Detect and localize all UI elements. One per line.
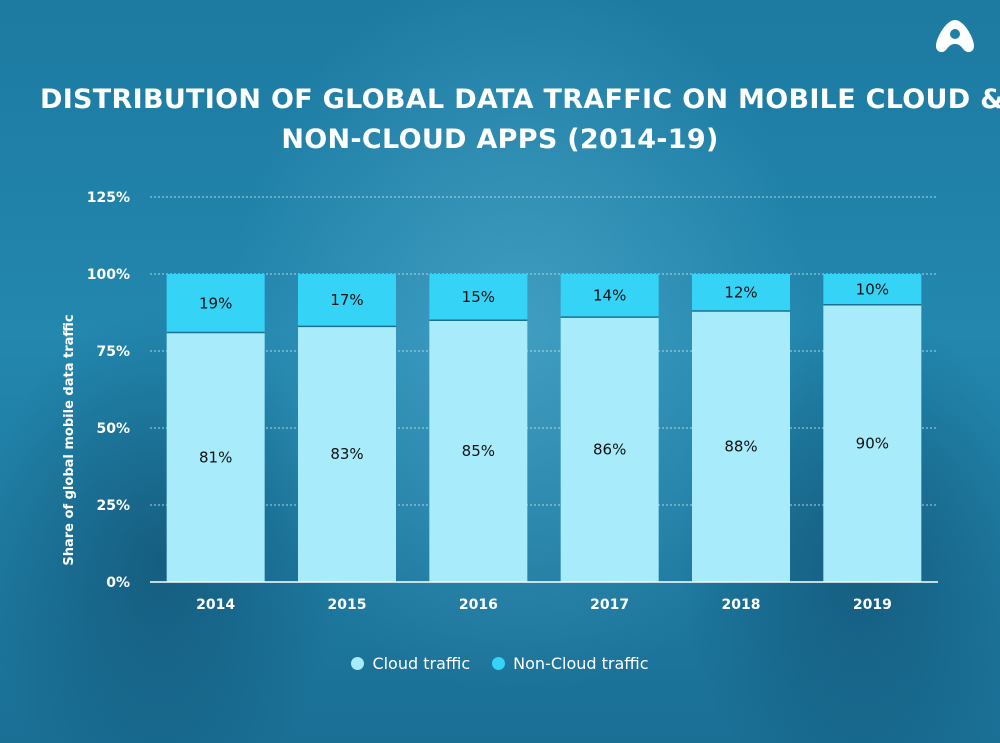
chart-title-line-1: DISTRIBUTION OF GLOBAL DATA TRAFFIC ON M… (40, 84, 1000, 115)
bar-cloud (298, 326, 396, 582)
data-label-noncloud: 17% (330, 291, 363, 309)
chart-title-line-2: NON-CLOUD APPS (2014-19) (281, 124, 719, 155)
y-tick-label: 0% (106, 575, 130, 591)
y-tick-label: 125% (87, 190, 130, 206)
bar-noncloud (560, 274, 659, 318)
grid-lines (150, 196, 938, 506)
y-tick-label: 25% (96, 498, 130, 514)
bar-cloud (823, 304, 922, 582)
data-label-noncloud: 14% (593, 287, 626, 305)
bar-cloud (692, 310, 790, 582)
y-tick-label: 50% (96, 421, 130, 437)
bar-cloud (166, 332, 265, 582)
data-labels: 81% 19% 83% 17% 85% 15% 86% 14% 88% 12% 90% 10% (199, 280, 889, 466)
data-label-cloud: 86% (593, 441, 626, 459)
x-tick-label: 2019 (853, 597, 892, 613)
legend-item-cloud: Cloud traffic (351, 654, 470, 673)
y-axis-label: Share of global mobile data traffic (62, 314, 77, 565)
bar-noncloud (823, 274, 922, 305)
x-tick-label: 2016 (459, 597, 498, 613)
x-tick-label: 2014 (196, 597, 235, 613)
bar-noncloud (166, 274, 265, 333)
brand-logo-icon (936, 20, 974, 53)
data-label-noncloud: 15% (462, 288, 495, 306)
legend-label-noncloud: Non-Cloud traffic (513, 654, 649, 673)
data-label-cloud: 85% (462, 442, 495, 460)
data-label-noncloud: 10% (856, 280, 889, 298)
y-axis-ticks: 0% 25% 50% 75% 100% 125% (87, 190, 130, 591)
y-tick-label: 100% (87, 267, 130, 283)
bar-cloud (429, 320, 528, 582)
bar-noncloud (298, 274, 396, 327)
data-label-cloud: 83% (330, 445, 363, 463)
x-tick-label: 2015 (328, 597, 367, 613)
x-tick-label: 2018 (722, 597, 761, 613)
bar-cloud (560, 317, 659, 582)
legend-item-noncloud: Non-Cloud traffic (492, 654, 649, 673)
data-label-cloud: 90% (856, 434, 889, 452)
bars (166, 274, 922, 582)
x-axis-ticks: 2014 2015 2016 2017 2018 2019 (196, 597, 892, 613)
bar-noncloud (429, 274, 528, 321)
data-label-cloud: 81% (199, 448, 232, 466)
legend-label-cloud: Cloud traffic (372, 654, 471, 673)
y-tick-label: 75% (96, 344, 130, 360)
data-label-noncloud: 12% (724, 283, 757, 301)
x-tick-label: 2017 (590, 597, 629, 613)
legend-swatch-cloud (351, 657, 365, 670)
chart-title: DISTRIBUTION OF GLOBAL DATA TRAFFIC ON M… (40, 80, 1000, 160)
legend-swatch-noncloud (492, 657, 506, 670)
legend: Cloud traffic Non-Cloud traffic (0, 654, 1000, 673)
bar-noncloud (692, 274, 790, 311)
data-label-cloud: 88% (724, 437, 757, 455)
data-label-noncloud: 19% (199, 294, 232, 312)
